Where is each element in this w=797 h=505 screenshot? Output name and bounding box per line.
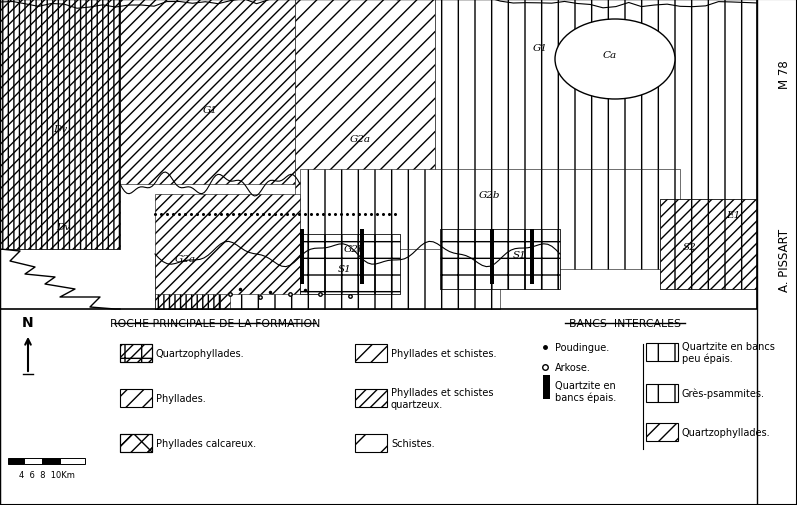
Bar <box>360 230 364 284</box>
Bar <box>300 230 304 284</box>
Bar <box>120 389 152 407</box>
Bar <box>24 458 42 464</box>
Text: S2: S2 <box>683 243 697 252</box>
Bar <box>490 230 494 284</box>
Bar <box>155 194 300 294</box>
Text: G2b: G2b <box>344 245 366 254</box>
Bar <box>42 458 60 464</box>
Text: G2a: G2a <box>175 255 195 264</box>
Text: BANCS  INTERCALES: BANCS INTERCALES <box>569 318 681 328</box>
Bar <box>120 0 295 185</box>
Bar <box>155 255 220 310</box>
Text: Phyllades et schistes.: Phyllades et schistes. <box>391 348 497 358</box>
Bar <box>646 343 678 361</box>
Bar <box>660 199 757 289</box>
Bar <box>0 0 120 249</box>
Bar <box>530 230 534 284</box>
Text: Dv: Dv <box>53 125 67 134</box>
Text: M 78: M 78 <box>779 61 791 89</box>
Text: Quartzophyllades.: Quartzophyllades. <box>682 427 771 437</box>
Text: G1: G1 <box>532 43 548 53</box>
Bar <box>215 255 375 310</box>
Bar <box>660 199 757 289</box>
Text: Dv: Dv <box>56 223 70 232</box>
Bar <box>355 434 387 452</box>
Text: Quartzophyllades.: Quartzophyllades. <box>156 348 245 358</box>
Bar <box>646 423 678 441</box>
Text: Quartzite en bancs
peu épais.: Quartzite en bancs peu épais. <box>682 341 775 364</box>
Bar <box>60 458 85 464</box>
Text: Schistes.: Schistes. <box>391 438 434 448</box>
Bar <box>120 344 152 362</box>
Text: Arkose.: Arkose. <box>555 362 591 372</box>
Text: G2a: G2a <box>350 135 371 144</box>
Text: ROCHE PRINCIPALE DE LA FORMATION: ROCHE PRINCIPALE DE LA FORMATION <box>110 318 320 328</box>
Text: S1: S1 <box>513 250 527 259</box>
Bar <box>757 0 787 310</box>
Bar <box>295 0 435 199</box>
Text: G1: G1 <box>202 105 218 114</box>
Bar <box>120 434 152 452</box>
Bar <box>120 434 152 452</box>
Ellipse shape <box>555 20 675 100</box>
Bar <box>300 234 400 294</box>
Text: Phyllades calcareux.: Phyllades calcareux. <box>156 438 256 448</box>
Bar <box>646 384 678 402</box>
Bar <box>440 230 560 289</box>
Text: 4  6  8  10Km: 4 6 8 10Km <box>19 470 75 479</box>
Bar <box>8 458 24 464</box>
Text: Poudingue.: Poudingue. <box>555 342 609 352</box>
Text: S1: S1 <box>338 265 351 274</box>
Text: Phyllades.: Phyllades. <box>156 393 206 403</box>
Bar <box>300 234 400 294</box>
Bar <box>300 170 680 270</box>
Text: N: N <box>22 316 33 329</box>
Text: E1: E1 <box>726 210 740 219</box>
Text: Phyllades et schistes
quartzeux.: Phyllades et schistes quartzeux. <box>391 387 493 409</box>
Bar <box>440 230 560 289</box>
Text: G2b: G2b <box>479 190 501 199</box>
Bar <box>355 389 387 407</box>
Text: Ca: Ca <box>603 50 617 60</box>
Bar <box>0 0 120 249</box>
Bar <box>120 344 152 362</box>
Bar <box>230 249 500 310</box>
Bar <box>155 255 220 310</box>
Text: A. PISSART: A. PISSART <box>779 228 791 291</box>
Bar <box>543 375 550 399</box>
Bar <box>0 0 757 310</box>
Text: Grès-psammites.: Grès-psammites. <box>682 388 765 398</box>
Bar <box>435 0 757 249</box>
Text: Quartzite en
bancs épais.: Quartzite en bancs épais. <box>555 380 616 402</box>
Bar <box>355 344 387 362</box>
Bar <box>355 389 387 407</box>
